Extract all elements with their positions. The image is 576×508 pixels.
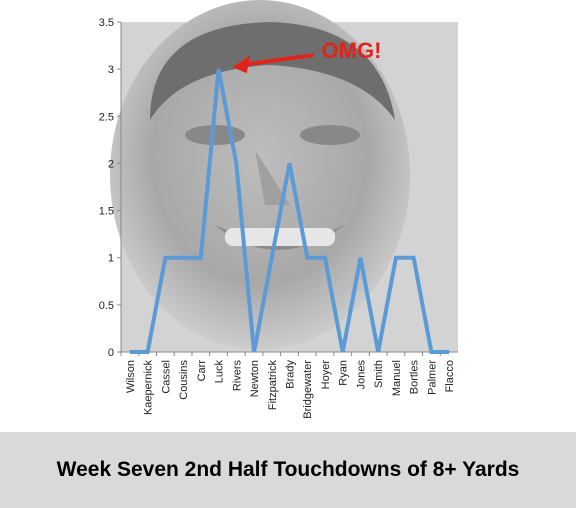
x-tick-label: Kaepernick bbox=[143, 360, 155, 416]
x-tick-label: Smith bbox=[373, 360, 385, 388]
y-tick-label: 1.5 bbox=[99, 206, 114, 218]
series-group bbox=[129, 68, 450, 354]
y-tick-label: 2 bbox=[108, 158, 114, 170]
x-tick-label: Bridgewater bbox=[302, 360, 314, 419]
y-tick-label: 0.5 bbox=[99, 300, 114, 312]
chart-title: Week Seven 2nd Half Touchdowns of 8+ Yar… bbox=[56, 458, 520, 481]
annotation-arrow-head bbox=[232, 55, 251, 74]
x-tick-label: Ryan bbox=[338, 360, 350, 386]
x-tick-label: Jones bbox=[355, 360, 367, 390]
x-tick-label: Cousins bbox=[178, 360, 190, 400]
series-line bbox=[129, 68, 450, 354]
y-tick-label: 1 bbox=[108, 253, 114, 265]
background-face-photo bbox=[110, 0, 458, 352]
x-tick-label: Brady bbox=[285, 360, 297, 389]
caption-band: Week Seven 2nd Half Touchdowns of 8+ Yar… bbox=[0, 432, 576, 508]
x-tick-labels: Wilson Kaepernick Cassel Cousins Carr Luck Riv… bbox=[120, 352, 456, 419]
annotation: OMG! bbox=[232, 38, 382, 74]
x-tick-label: Luck bbox=[214, 360, 226, 384]
chart-area: 0 0.5 1 1.5 2 2.5 3 3.5 Wilson Kaepernick Cassel C… bbox=[99, 0, 458, 419]
y-tick-label: 0 bbox=[108, 347, 114, 359]
x-tick-label: Newton bbox=[249, 360, 261, 397]
x-tick-label: Manuel bbox=[391, 360, 403, 396]
axes bbox=[120, 22, 458, 353]
x-tick-label: Bortles bbox=[409, 360, 421, 395]
annotation-arrow-line bbox=[240, 53, 314, 68]
x-tick-label: Wilson bbox=[125, 360, 137, 393]
y-tick-label: 2.5 bbox=[99, 111, 114, 123]
y-tick-label: 3.5 bbox=[99, 17, 114, 29]
x-tick-label: Hoyer bbox=[320, 360, 332, 390]
y-tick-label: 3 bbox=[108, 64, 114, 76]
x-tick-label: Flacco bbox=[444, 360, 456, 392]
annotation-text: OMG! bbox=[322, 38, 382, 63]
x-tick-label: Rivers bbox=[231, 360, 243, 392]
x-tick-label: Palmer bbox=[426, 360, 438, 395]
x-tick-label: Carr bbox=[196, 360, 208, 382]
y-tick-labels: 0 0.5 1 1.5 2 2.5 3 3.5 bbox=[99, 17, 121, 359]
x-tick-label: Cassel bbox=[160, 360, 172, 394]
x-tick-label: Fitzpatrick bbox=[267, 360, 279, 411]
